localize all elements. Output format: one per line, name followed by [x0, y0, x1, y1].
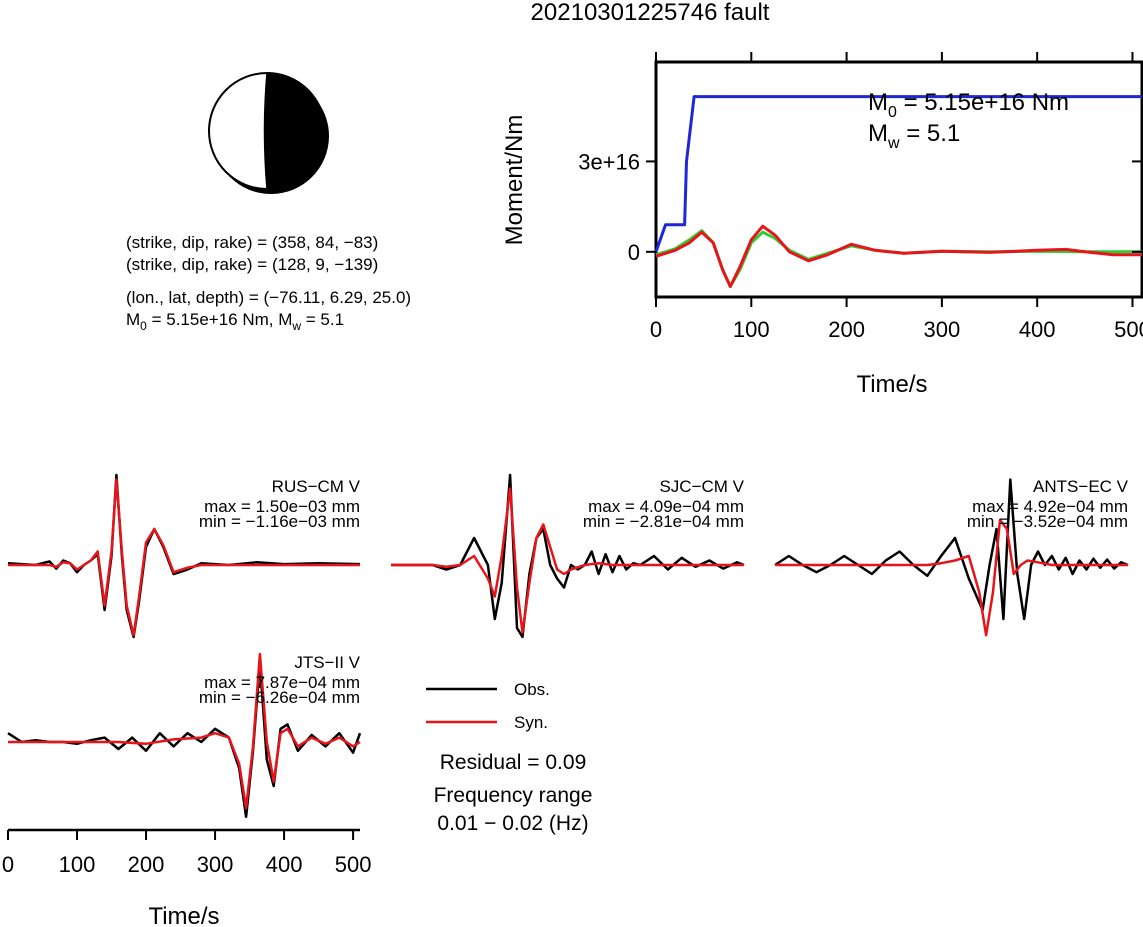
synthetic-trace [775, 518, 1128, 637]
waveform-xtick-label: 300 [197, 852, 234, 877]
moment-series-red [655, 224, 1142, 288]
waveform-xtick-label: 400 [266, 852, 303, 877]
legend: Obs. Syn. [426, 680, 550, 732]
moment-axes: 0 100 200 300 400 500 0 3e+16 [578, 52, 1143, 342]
station-max-label: max = 1.50e−03 mm [204, 497, 360, 516]
frequency-title: Frequency range [434, 784, 593, 807]
figure-title: 20210301225746 fault [531, 0, 770, 26]
legend-obs-label: Obs. [514, 680, 550, 699]
station-label: RUS−CM V [272, 477, 361, 496]
location-text: (lon., lat, depth) = (−76.11, 6.29, 25.0… [126, 288, 411, 307]
m0-annotation: M0 = 5.15e+16 Nm [868, 89, 1069, 121]
moment-ylabel: Moment/Nm [501, 115, 528, 246]
waveform-x-axis: 0 100 200 300 400 500 [2, 828, 372, 877]
moment-xtick-label: 400 [1019, 317, 1056, 342]
mw-annotation: Mw = 5.1 [868, 120, 960, 152]
station-max-label: max = 4.92e−04 mm [972, 497, 1128, 516]
waveform-xtick-label: 0 [2, 852, 14, 877]
waveform-xtick-label: 100 [59, 852, 96, 877]
moment-series-green [655, 229, 1142, 288]
station-min-label: min = −1.16e−03 mm [199, 512, 360, 531]
frequency-value: 0.01 − 0.02 (Hz) [437, 812, 588, 835]
station-min-label: min = −3.52e−04 mm [967, 512, 1128, 531]
station-max-label: max = 4.09e−04 mm [588, 497, 744, 516]
moment-xlabel: Time/s [856, 371, 927, 398]
moment-xtick-label: 100 [733, 317, 770, 342]
waveform-xtick-label: 500 [335, 852, 372, 877]
moment-summary-text: M0 = 5.15e+16 Nm, Mw = 5.1 [126, 310, 344, 333]
waveform-xlabel: Time/s [148, 903, 219, 927]
moment-xtick-label: 300 [924, 317, 961, 342]
synthetic-trace [8, 478, 360, 637]
waveform-xtick-label: 200 [128, 852, 165, 877]
observed-trace [391, 473, 745, 639]
moment-ytick-label: 0 [628, 240, 640, 265]
moment-plot-frame [654, 60, 1143, 299]
moment-xtick-label: 0 [650, 317, 662, 342]
legend-syn-label: Syn. [514, 713, 548, 732]
station-min-label: min = −2.81e−04 mm [583, 512, 744, 531]
moment-ytick-label: 3e+16 [578, 149, 640, 174]
moment-xtick-label: 200 [828, 317, 865, 342]
residual-text: Residual = 0.09 [440, 751, 587, 774]
moment-panel: 010020030040050003e+16 Moment/Nm Time/s … [501, 52, 1143, 398]
moment-xtick-label: 500 [1114, 317, 1143, 342]
station-label: SJC−CM V [659, 477, 744, 496]
moment-series-group [654, 95, 1142, 288]
station-label: ANTS−EC V [1033, 477, 1129, 496]
plane2-text: (strike, dip, rake) = (128, 9, −139) [126, 255, 378, 274]
moment-series-moment [654, 95, 1142, 253]
station-label: JTS−II V [294, 653, 360, 672]
synthetic-trace [391, 487, 744, 634]
station-max-label: max = 7.87e−04 mm [204, 673, 360, 692]
observed-trace [7, 661, 362, 819]
synthetic-trace [8, 652, 361, 810]
station-min-label: min = −6.26e−04 mm [199, 688, 360, 707]
beachball-icon [208, 72, 329, 194]
plane1-text: (strike, dip, rake) = (358, 84, −83) [126, 233, 378, 252]
